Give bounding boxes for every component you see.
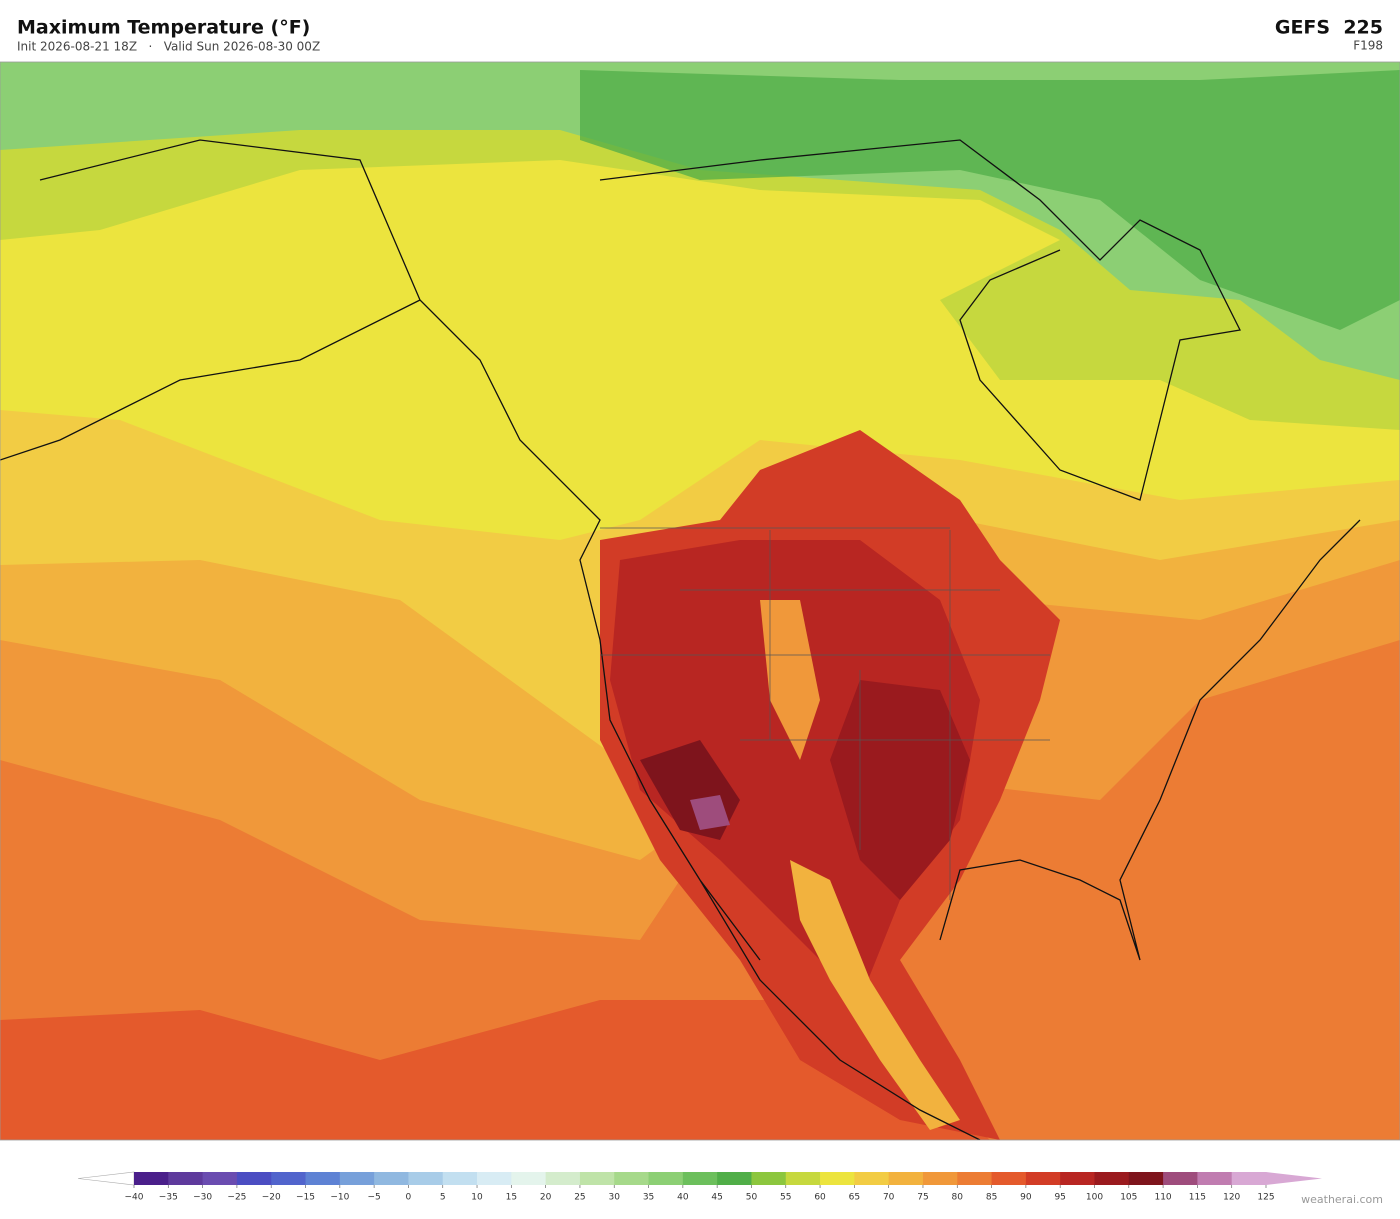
colorbar-segment <box>1060 1172 1095 1185</box>
colorbar-segment <box>785 1172 821 1185</box>
colorbar-label: 65 <box>849 1193 860 1203</box>
colorbar-segment <box>1163 1172 1198 1185</box>
colorbar-segment <box>202 1172 238 1185</box>
colorbar-label: 35 <box>643 1193 654 1203</box>
colorbar-segment <box>442 1172 478 1185</box>
colorbar-segment <box>579 1172 615 1185</box>
field <box>690 795 730 830</box>
map-frame <box>0 61 1400 1141</box>
field <box>790 860 960 1130</box>
colorbar-label: −10 <box>330 1193 349 1203</box>
colorbar-segment <box>168 1172 204 1185</box>
colorbar-segment <box>271 1172 307 1185</box>
watermark: weatherai.com <box>1301 1193 1383 1206</box>
colorbar-label: −30 <box>193 1193 212 1203</box>
field <box>830 680 970 900</box>
colorbar-label: 115 <box>1189 1193 1206 1203</box>
colorbar-label: 85 <box>986 1193 997 1203</box>
colorbar-segment <box>614 1172 650 1185</box>
colorbar-label: 0 <box>406 1193 412 1203</box>
colorbar-segment <box>717 1172 752 1185</box>
colorbar-label: 30 <box>609 1193 621 1203</box>
colorbar-label: −35 <box>159 1193 178 1203</box>
colorbar-segment <box>339 1172 375 1185</box>
map-subtitle: Init 2026-08-21 18Z · Valid Sun 2026-08-… <box>17 40 320 54</box>
colorbar-segment <box>648 1172 684 1185</box>
colorbar-segment <box>991 1172 1027 1185</box>
colorbar-label: 70 <box>883 1193 895 1203</box>
colorbar-segment <box>751 1172 787 1185</box>
colorbar-label: 105 <box>1120 1193 1137 1203</box>
colorbar-segment <box>374 1172 409 1185</box>
colorbar-segment <box>1197 1172 1233 1185</box>
colorbar-under <box>77 1171 135 1186</box>
colorbar-segment <box>408 1172 444 1185</box>
colorbar-segment <box>854 1172 890 1185</box>
colorbar-label: 110 <box>1154 1193 1171 1203</box>
colorbar-label: 80 <box>952 1193 964 1203</box>
colorbar-segment <box>134 1172 169 1185</box>
colorbar-segment <box>236 1172 272 1185</box>
colorbar-label: 55 <box>780 1193 791 1203</box>
colorbar-label: 10 <box>471 1193 483 1203</box>
colorbar-segment <box>305 1172 341 1185</box>
map-title: Maximum Temperature (°F) <box>17 17 310 39</box>
colorbar-label: 25 <box>574 1193 585 1203</box>
colorbar-label: −40 <box>125 1193 144 1203</box>
colorbar-label: 90 <box>1020 1193 1032 1203</box>
coastline <box>0 139 1361 1140</box>
colorbar: −40 −35 −30 −25 −20 −15 −10 −5 0 5 10 15 20 25 30 35 40 4… <box>77 1171 1322 1203</box>
colorbar-segment <box>1025 1172 1061 1185</box>
colorbar-segment <box>545 1172 581 1185</box>
colorbar-segment <box>682 1172 718 1185</box>
colorbar-label: −20 <box>262 1193 281 1203</box>
forecast-hour: F198 <box>1353 39 1383 53</box>
colorbar-segment <box>957 1172 993 1185</box>
colorbar-label: 40 <box>677 1193 689 1203</box>
colorbar-label: 15 <box>506 1193 517 1203</box>
colorbar-over <box>1266 1172 1322 1185</box>
colorbar-segment <box>1231 1172 1267 1185</box>
colorbar-label: 95 <box>1054 1193 1065 1203</box>
colorbar-label: 100 <box>1086 1193 1103 1203</box>
colorbar-label: 20 <box>540 1193 552 1203</box>
colorbar-segment <box>922 1172 958 1185</box>
colorbar-segment <box>1128 1172 1164 1185</box>
field <box>760 600 820 760</box>
colorbar-label: 50 <box>746 1193 758 1203</box>
colorbar-segment <box>820 1172 855 1185</box>
colorbar-segment <box>888 1172 924 1185</box>
map <box>0 61 1400 1141</box>
colorbar-segment <box>477 1172 512 1185</box>
colorbar-label: 75 <box>917 1193 928 1203</box>
colorbar-label: −15 <box>296 1193 315 1203</box>
state-borders <box>600 527 1050 900</box>
colorbar-label: −25 <box>227 1193 246 1203</box>
colorbar-label: 60 <box>814 1193 826 1203</box>
colorbar-segment <box>1094 1172 1130 1185</box>
colorbar-label: 45 <box>711 1193 722 1203</box>
colorbar-label: 125 <box>1257 1193 1274 1203</box>
colorbar-label: 120 <box>1223 1193 1240 1203</box>
field <box>580 70 1400 330</box>
colorbar-segment <box>511 1172 547 1185</box>
model-label: GEFS 225 <box>1275 17 1383 39</box>
colorbar-label: −5 <box>367 1193 380 1203</box>
colorbar-label: 5 <box>440 1193 446 1203</box>
